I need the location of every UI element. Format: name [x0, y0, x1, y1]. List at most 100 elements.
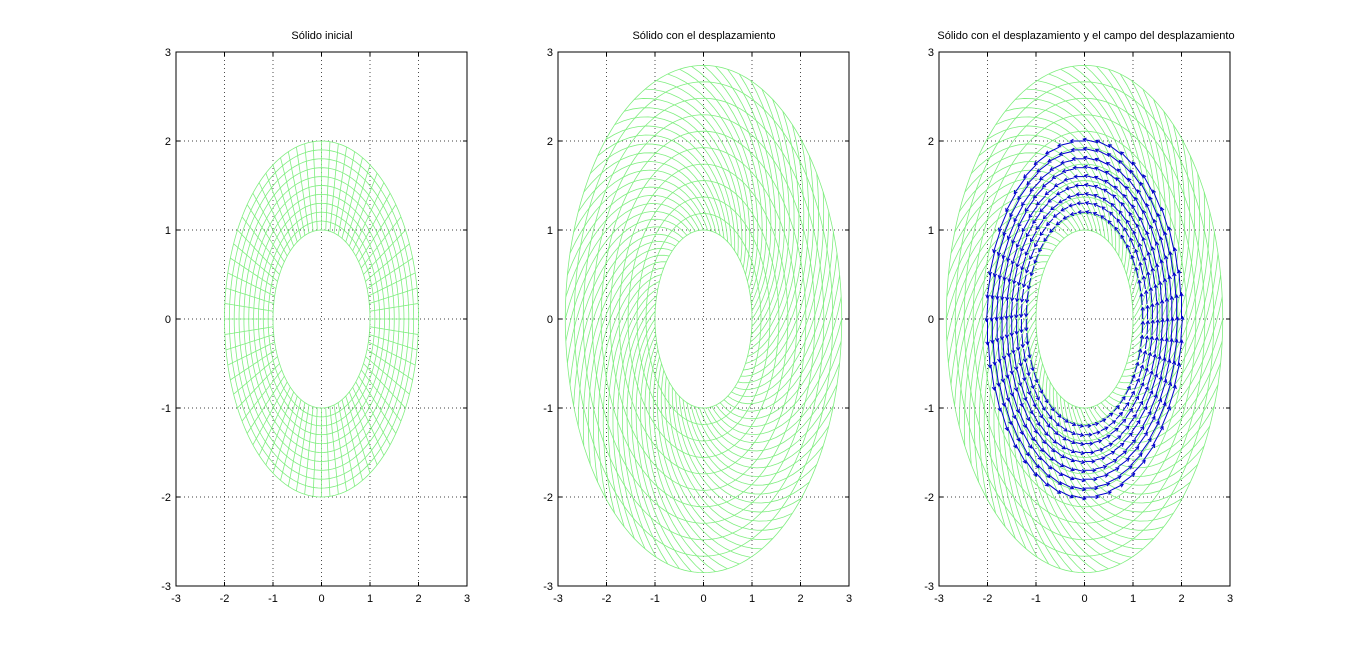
- displacement-arrow-head: [1070, 458, 1076, 463]
- displacement-arrow-head: [1139, 334, 1145, 339]
- displacement-arrow: [1016, 369, 1022, 386]
- displacement-arrow-head: [1101, 456, 1106, 461]
- x-tick-label: -3: [171, 593, 181, 605]
- displacement-arrow-head: [1150, 267, 1155, 272]
- displacement-arrow: [1121, 473, 1135, 484]
- displacement-arrow-head: [1023, 313, 1029, 318]
- displacement-arrow-head: [1174, 338, 1179, 343]
- mesh-spoke: [329, 143, 339, 232]
- mesh-spoke: [573, 169, 713, 233]
- displacement-arrow: [1083, 138, 1098, 144]
- displacement-arrow-head: [1032, 219, 1037, 225]
- displacement-arrow: [1106, 467, 1120, 475]
- displacement-arrow-head: [1026, 390, 1032, 396]
- displacement-arrow: [1052, 418, 1060, 427]
- displacement-arrow: [1045, 146, 1060, 155]
- displacement-arrow-head: [1066, 194, 1071, 199]
- displacement-arrow: [987, 342, 991, 368]
- displacement-arrow-head: [1135, 445, 1140, 451]
- mesh-spoke: [1104, 253, 1219, 412]
- displacement-arrow: [1014, 416, 1024, 435]
- displacement-arrow-head: [1017, 281, 1022, 287]
- displacement-arrow: [1145, 290, 1148, 304]
- displacement-arrow-head: [1010, 297, 1015, 302]
- displacement-arrow-head: [1092, 468, 1097, 473]
- displacement-arrow-head: [1140, 381, 1145, 387]
- displacement-arrow: [1013, 205, 1024, 222]
- displacement-arrow: [1062, 168, 1074, 173]
- displacement-arrow: [1107, 153, 1121, 164]
- displacement-arrow: [1058, 433, 1067, 441]
- displacement-arrow: [1045, 187, 1056, 195]
- displacement-arrow: [1008, 264, 1014, 282]
- displacement-arrow: [1057, 142, 1072, 147]
- mesh-spoke: [715, 296, 842, 427]
- displacement-arrow: [1085, 193, 1094, 196]
- displacement-arrow-head: [1036, 421, 1041, 427]
- displacement-arrow: [1073, 468, 1085, 473]
- displacement-arrow: [1115, 450, 1127, 460]
- mesh-spoke: [227, 272, 275, 297]
- displacement-arrow: [996, 277, 1001, 300]
- displacement-arrow-head: [1093, 193, 1098, 198]
- mesh-spoke: [230, 257, 277, 289]
- displacement-arrow: [997, 339, 1001, 363]
- displacement-arrow: [1142, 368, 1148, 382]
- displacement-arrow: [1084, 174, 1095, 179]
- displacement-arrow-head: [1039, 208, 1044, 213]
- displacement-arrow-head: [989, 317, 994, 322]
- displacement-arrow: [1065, 447, 1075, 453]
- displacement-arrow-head: [1138, 261, 1143, 266]
- displacement-arrow: [1039, 203, 1049, 213]
- displacement-arrow-head: [1146, 251, 1151, 256]
- displacement-arrow: [1178, 270, 1182, 296]
- displacement-arrow-head: [1041, 406, 1046, 412]
- displacement-arrow: [1029, 179, 1042, 192]
- displacement-arrow-head: [1134, 196, 1139, 202]
- displacement-arrow-head: [1012, 280, 1017, 285]
- mesh-spoke: [691, 65, 763, 297]
- displacement-arrow-head: [1050, 407, 1055, 412]
- displacement-arrow-head: [1061, 168, 1067, 174]
- mesh-spoke: [304, 406, 314, 495]
- x-tick-label: -3: [553, 593, 563, 605]
- displacement-arrow-head: [1005, 397, 1011, 402]
- displacement-arrow: [1042, 394, 1049, 403]
- displacement-arrow: [1025, 242, 1032, 256]
- displacement-arrow: [1029, 419, 1038, 434]
- displacement-arrow-head: [1094, 148, 1100, 153]
- y-tick-label: 1: [165, 225, 171, 237]
- displacement-arrow: [998, 257, 1005, 279]
- displacement-arrow: [1095, 465, 1107, 470]
- displacement-arrow: [1015, 444, 1027, 464]
- displacement-arrow-head: [1142, 349, 1148, 355]
- displacement-arrow-head: [1071, 449, 1076, 454]
- displacement-arrow-head: [1056, 143, 1062, 148]
- displacement-arrow: [1016, 390, 1023, 407]
- x-tick-label: 3: [846, 593, 852, 605]
- displacement-arrow: [1006, 282, 1011, 301]
- displacement-arrow: [1026, 172, 1039, 185]
- displacement-arrow-head: [1082, 155, 1088, 161]
- displacement-arrow-head: [1116, 168, 1122, 173]
- displacement-arrow: [1048, 403, 1055, 412]
- displacement-arrow-head: [1032, 194, 1038, 199]
- mesh-spoke: [621, 303, 657, 558]
- displacement-arrow: [1076, 433, 1084, 436]
- y-tick-label: 0: [547, 314, 553, 326]
- displacement-arrow-head: [1098, 439, 1103, 444]
- displacement-arrow: [1180, 316, 1184, 343]
- displacement-arrow-head: [1104, 170, 1110, 175]
- displacement-arrow-head: [1163, 378, 1168, 384]
- x-tick-label: 1: [1130, 593, 1136, 605]
- y-tick-label: 0: [928, 314, 934, 326]
- displacement-arrow: [1083, 156, 1097, 161]
- displacement-arrow-head: [1118, 210, 1123, 215]
- displacement-arrow: [1137, 432, 1148, 447]
- mesh-spoke: [258, 387, 291, 456]
- displacement-arrow: [1017, 211, 1027, 227]
- displacement-arrow-head: [1083, 164, 1088, 170]
- displacement-arrow-head: [1131, 439, 1137, 444]
- mesh-spoke: [366, 257, 413, 289]
- x-tick-label: -2: [602, 593, 612, 605]
